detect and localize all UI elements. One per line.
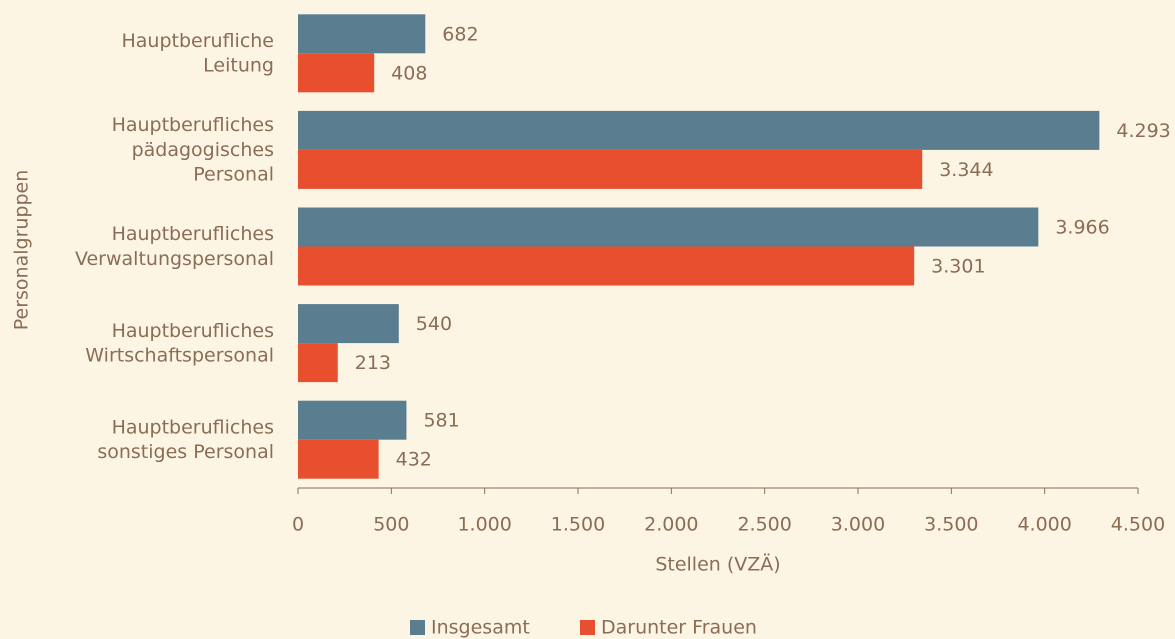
y-tick-label: Hauptberufliche Leitung [121, 29, 274, 76]
bar [298, 304, 399, 344]
legend-swatch [410, 620, 425, 635]
y-tick-label: Hauptberufliches Wirtschaftspersonal [85, 319, 274, 366]
x-tick-label: 2.000 [644, 514, 698, 536]
value-label: 4.293 [1116, 120, 1170, 142]
bar [298, 400, 407, 440]
legend-label: Darunter Frauen [601, 617, 757, 639]
value-label: 540 [416, 313, 452, 335]
x-tick-label: 2.500 [737, 514, 791, 536]
x-tick-label: 3.000 [831, 514, 885, 536]
x-tick-label: 0 [292, 514, 304, 536]
bar [298, 149, 923, 189]
bar [298, 343, 338, 383]
x-tick-label: 1.000 [457, 514, 511, 536]
x-tick-label: 3.500 [924, 514, 978, 536]
bar [298, 53, 375, 93]
y-tick-label: Hauptberufliches sonstiges Personal [97, 416, 274, 463]
x-tick-label: 4.000 [1017, 514, 1071, 536]
value-label: 581 [423, 410, 459, 432]
value-label: 3.301 [931, 256, 985, 278]
value-label: 3.344 [939, 159, 993, 181]
bar [298, 246, 915, 286]
x-axis-title: Stellen (VZÄ) [655, 553, 780, 576]
legend-swatch [580, 620, 595, 635]
value-label: 3.966 [1055, 217, 1109, 239]
bar [298, 110, 1100, 150]
bar [298, 14, 426, 54]
value-label: 432 [396, 449, 432, 471]
value-label: 408 [391, 62, 427, 84]
value-label: 213 [355, 352, 391, 374]
x-tick-label: 4.500 [1111, 514, 1165, 536]
bar [298, 207, 1039, 247]
x-tick-label: 500 [373, 514, 409, 536]
legend-label: Insgesamt [431, 617, 530, 639]
bar [298, 439, 379, 479]
x-tick-label: 1.500 [551, 514, 605, 536]
y-axis-title: Personalgruppen [11, 170, 33, 331]
value-label: 682 [442, 23, 478, 45]
y-tick-label: Hauptberufliches pädagogisches Personal [112, 114, 274, 185]
y-tick-label: Hauptberufliches Verwaltungspersonal [75, 223, 274, 270]
